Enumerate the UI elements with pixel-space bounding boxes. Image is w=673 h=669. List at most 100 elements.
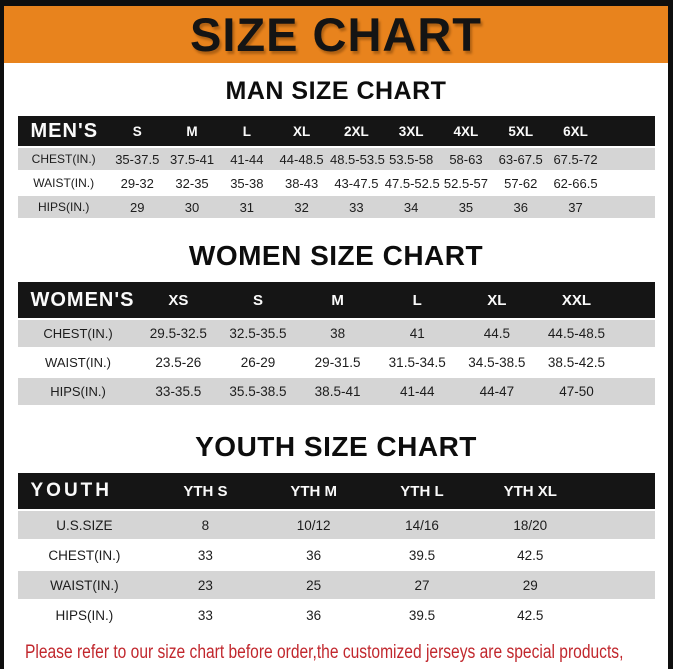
size-value-cell: 44.5 (457, 320, 537, 349)
table-row: HIPS(IN.) 33-35.5 35.5-38.5 38.5-41 41-4… (17, 378, 655, 407)
size-value-cell: 67.5-72 (548, 148, 603, 172)
size-value-cell: 23 (151, 571, 260, 601)
table-row: HIPS(IN.) 33 36 39.5 42.5 (17, 601, 655, 631)
table-row: WAIST(IN.) 23 25 27 29 (17, 571, 655, 601)
size-column-header: 6XL (548, 116, 603, 148)
size-column-header: XL (274, 116, 329, 148)
table-row: CHEST(IN.) 33 36 39.5 42.5 (17, 541, 655, 571)
row-label: CHEST(IN.) (17, 148, 110, 172)
size-value-cell: 37.5-41 (164, 148, 220, 172)
size-value-cell: 34.5-38.5 (457, 349, 537, 378)
size-column-header: XL (457, 282, 537, 320)
size-value-cell: 42.5 (476, 541, 585, 571)
size-column-header: XS (138, 282, 219, 320)
row-label: HIPS(IN.) (17, 378, 139, 407)
size-column-header: YTH S (151, 473, 260, 511)
size-value-cell: 29-32 (109, 172, 165, 196)
row-label: WAIST(IN.) (17, 571, 152, 601)
size-column-header: 5XL (493, 116, 549, 148)
size-column-header: 3XL (383, 116, 439, 148)
size-value-cell: 39.5 (367, 601, 477, 631)
size-value-cell: 37 (548, 196, 603, 220)
size-value-cell: 23.5-26 (138, 349, 219, 378)
disclaimer: Please refer to our size chart before or… (25, 640, 668, 669)
table-row: WAIST(IN.) 23.5-26 26-29 29-31.5 31.5-34… (17, 349, 655, 378)
row-label: CHEST(IN.) (17, 320, 139, 349)
row-spacer (602, 196, 655, 220)
size-value-cell: 32-35 (164, 172, 220, 196)
size-value-cell: 38 (297, 320, 378, 349)
size-value-cell: 33 (328, 196, 384, 220)
banner: SIZE CHART (4, 6, 668, 63)
size-value-cell: 26-29 (218, 349, 298, 378)
size-value-cell: 32.5-35.5 (218, 320, 298, 349)
size-value-cell: 35-38 (219, 172, 275, 196)
row-spacer (584, 511, 655, 541)
size-value-cell: 43-47.5 (328, 172, 384, 196)
size-value-cell: 31.5-34.5 (377, 349, 458, 378)
size-column-header: XXL (536, 282, 617, 320)
size-value-cell: 62-66.5 (548, 172, 603, 196)
table-corner-label: WOMEN'S (17, 282, 139, 320)
size-value-cell: 42.5 (476, 601, 585, 631)
size-value-cell: 30 (164, 196, 220, 220)
men-header-row: MEN'S S M L XL 2XL 3XL 4XL 5XL 6XL (17, 116, 655, 148)
size-value-cell: 27 (367, 571, 477, 601)
size-value-cell: 35 (438, 196, 494, 220)
size-value-cell: 47-50 (536, 378, 617, 407)
size-value-cell: 29 (476, 571, 585, 601)
row-spacer (602, 172, 655, 196)
size-value-cell: 32 (274, 196, 329, 220)
women-header-row: WOMEN'S XS S M L XL XXL (17, 282, 655, 320)
size-value-cell: 36 (259, 601, 368, 631)
size-value-cell: 53.5-58 (383, 148, 439, 172)
size-column-header: M (164, 116, 220, 148)
youth-size-table: YOUTH YTH S YTH M YTH L YTH XL U.S.SIZE … (17, 473, 655, 631)
size-value-cell: 44-47 (457, 378, 537, 407)
row-label: WAIST(IN.) (17, 172, 110, 196)
size-value-cell: 44.5-48.5 (536, 320, 617, 349)
row-spacer (616, 320, 655, 349)
size-value-cell: 38-43 (274, 172, 329, 196)
header-spacer (602, 116, 655, 148)
row-spacer (616, 349, 655, 378)
banner-title: SIZE CHART (190, 8, 482, 61)
row-spacer (602, 148, 655, 172)
women-section-title: WOMEN SIZE CHART (188, 240, 484, 271)
size-value-cell: 29-31.5 (297, 349, 378, 378)
table-row: HIPS(IN.) 29 30 31 32 33 34 35 36 37 (17, 196, 655, 220)
size-value-cell: 35-37.5 (109, 148, 165, 172)
size-value-cell: 29.5-32.5 (138, 320, 219, 349)
row-label: HIPS(IN.) (17, 196, 110, 220)
size-value-cell: 14/16 (367, 511, 477, 541)
women-size-table: WOMEN'S XS S M L XL XXL CHEST(IN.) 29.5-… (17, 282, 655, 407)
disclaimer-line-1: Please refer to our size chart before or… (25, 642, 624, 663)
size-value-cell: 58-63 (438, 148, 494, 172)
youth-section-title: YOUTH SIZE CHART (195, 431, 477, 462)
size-column-header: 4XL (438, 116, 494, 148)
size-value-cell: 8 (151, 511, 260, 541)
header-spacer (616, 282, 655, 320)
table-row: CHEST(IN.) 35-37.5 37.5-41 41-44 44-48.5… (17, 148, 655, 172)
size-value-cell: 36 (259, 541, 368, 571)
youth-header-row: YOUTH YTH S YTH M YTH L YTH XL (17, 473, 655, 511)
size-value-cell: 44-48.5 (274, 148, 329, 172)
size-column-header: S (218, 282, 298, 320)
size-value-cell: 41-44 (219, 148, 275, 172)
row-label: CHEST(IN.) (17, 541, 152, 571)
size-column-header: 2XL (328, 116, 384, 148)
size-value-cell: 52.5-57 (438, 172, 494, 196)
size-column-header: YTH L (367, 473, 477, 511)
row-label: HIPS(IN.) (17, 601, 152, 631)
size-value-cell: 38.5-41 (297, 378, 378, 407)
size-value-cell: 31 (219, 196, 275, 220)
size-value-cell: 38.5-42.5 (536, 349, 617, 378)
size-column-header: YTH XL (476, 473, 585, 511)
size-value-cell: 34 (383, 196, 439, 220)
size-value-cell: 57-62 (493, 172, 549, 196)
row-spacer (584, 571, 655, 601)
table-row: CHEST(IN.) 29.5-32.5 32.5-35.5 38 41 44.… (17, 320, 655, 349)
size-value-cell: 47.5-52.5 (383, 172, 440, 196)
row-spacer (616, 378, 655, 407)
